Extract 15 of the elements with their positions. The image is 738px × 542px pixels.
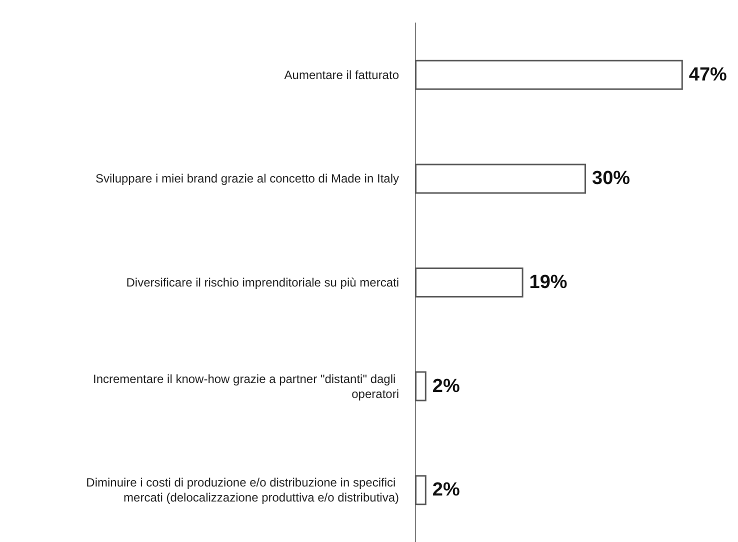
- bar: [415, 268, 524, 298]
- y-tick-label: Aumentare il fatturato: [284, 68, 400, 82]
- data-label: 2%: [432, 480, 460, 501]
- y-tick-label: Diminuire i costi di produzione e/o distribuzione in specifici mercati (delocalizzazione produttiva e/o distributiva): [86, 476, 399, 505]
- data-label: 30%: [592, 168, 630, 190]
- bar: [415, 60, 683, 90]
- y-tick-label: Incrementare il know-how grazie a partner "distanti" dagli operatori: [93, 372, 399, 401]
- bar: [415, 475, 426, 506]
- bar: [415, 371, 426, 402]
- y-tick-label: Diversificare il rischio imprenditoriale su più mercati: [126, 276, 399, 290]
- data-label: 19%: [529, 272, 568, 293]
- data-label: 47%: [688, 64, 728, 86]
- bar: [415, 164, 586, 194]
- data-label: 2%: [432, 376, 460, 397]
- y-tick-label: Sviluppare i miei brand grazie al concetto di Made in Italy: [96, 172, 399, 186]
